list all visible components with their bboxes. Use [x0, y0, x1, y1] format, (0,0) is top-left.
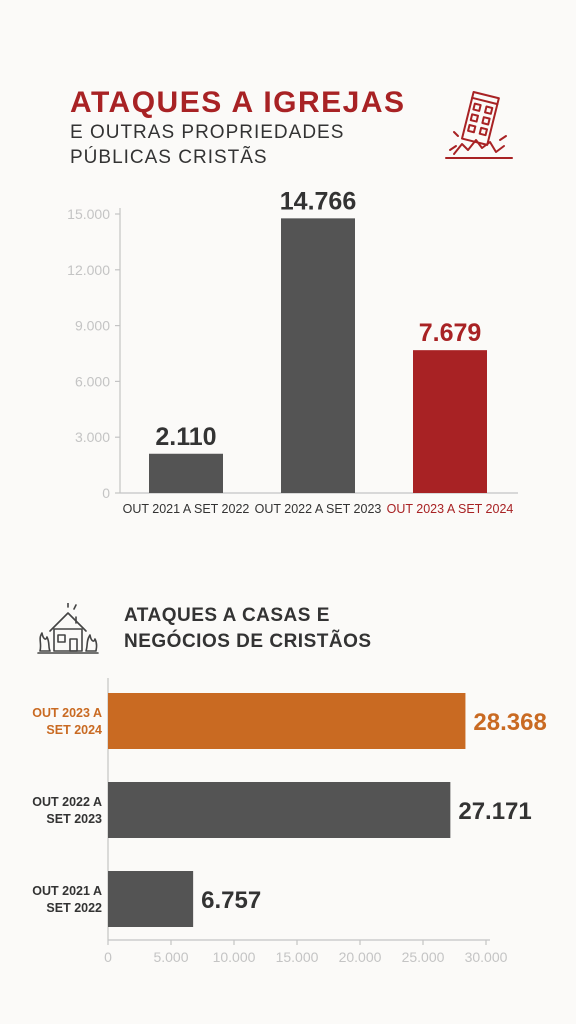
bar [108, 871, 194, 927]
x-tick-label: 20.000 [339, 949, 382, 965]
data-label: 2.110 [155, 423, 216, 451]
x-tick-label: OUT 2022 A SET 2023 [255, 502, 382, 516]
x-tick-label: 0 [104, 949, 112, 965]
y-tick-label: 9.000 [75, 318, 110, 334]
y-tick-label: OUT 2022 A [32, 795, 102, 809]
y-tick-label: OUT 2021 A [32, 884, 102, 898]
data-label: 7.679 [419, 319, 482, 347]
vertical-bar-chart: 0 3.000 6.000 9.000 12.000 15.000 2.110 OUT 202… [67, 190, 518, 516]
y-tick-label: 0 [102, 485, 110, 501]
data-label: 6.757 [201, 887, 261, 914]
bar [281, 218, 355, 493]
y-tick-label: 6.000 [75, 373, 110, 389]
subtitle-line-1: E OUTRAS PROPRIEDADES [70, 122, 345, 143]
y-tick-label: SET 2024 [46, 723, 102, 737]
data-label: 28.368 [473, 709, 546, 736]
collapsing-building-icon [445, 90, 513, 159]
x-tick-label: 10.000 [213, 949, 256, 965]
y-tick-label: 3.000 [75, 429, 110, 445]
x-tick-label: OUT 2023 A SET 2024 [387, 502, 514, 516]
section2-title-line-1: ATAQUES A CASAS E [124, 605, 330, 626]
burning-house-icon [37, 603, 99, 654]
data-label: 14.766 [280, 190, 356, 215]
data-label: 27.171 [458, 798, 531, 825]
x-tick-label: 30.000 [465, 949, 508, 965]
x-tick-label: 15.000 [276, 949, 319, 965]
y-tick-label: 12.000 [67, 262, 110, 278]
y-tick-label: 15.000 [67, 206, 110, 222]
horizontal-bar-chart: 0 5.000 10.000 15.000 20.000 25.000 30.000 28.3… [32, 678, 547, 965]
bar [108, 693, 466, 749]
section2-title: ATAQUES A CASAS E NEGÓCIOS DE CRISTÃOS [124, 603, 372, 655]
x-tick-label: 25.000 [402, 949, 445, 965]
y-tick-label: SET 2022 [46, 901, 102, 915]
bar [149, 453, 223, 493]
y-tick-label: SET 2023 [46, 812, 102, 826]
chart-subtitle: E OUTRAS PROPRIEDADES PÚBLICAS CRISTÃS [70, 120, 344, 170]
bar [108, 782, 451, 838]
y-tick-label: OUT 2023 A [32, 706, 102, 720]
section2-title-line-2: NEGÓCIOS DE CRISTÃOS [124, 631, 372, 652]
bar [413, 350, 487, 493]
chart-title: ATAQUES A IGREJAS [70, 86, 406, 119]
x-tick-label: OUT 2021 A SET 2022 [123, 502, 250, 516]
subtitle-line-2: PÚBLICAS CRISTÃS [70, 147, 268, 168]
x-tick-label: 5.000 [153, 949, 188, 965]
